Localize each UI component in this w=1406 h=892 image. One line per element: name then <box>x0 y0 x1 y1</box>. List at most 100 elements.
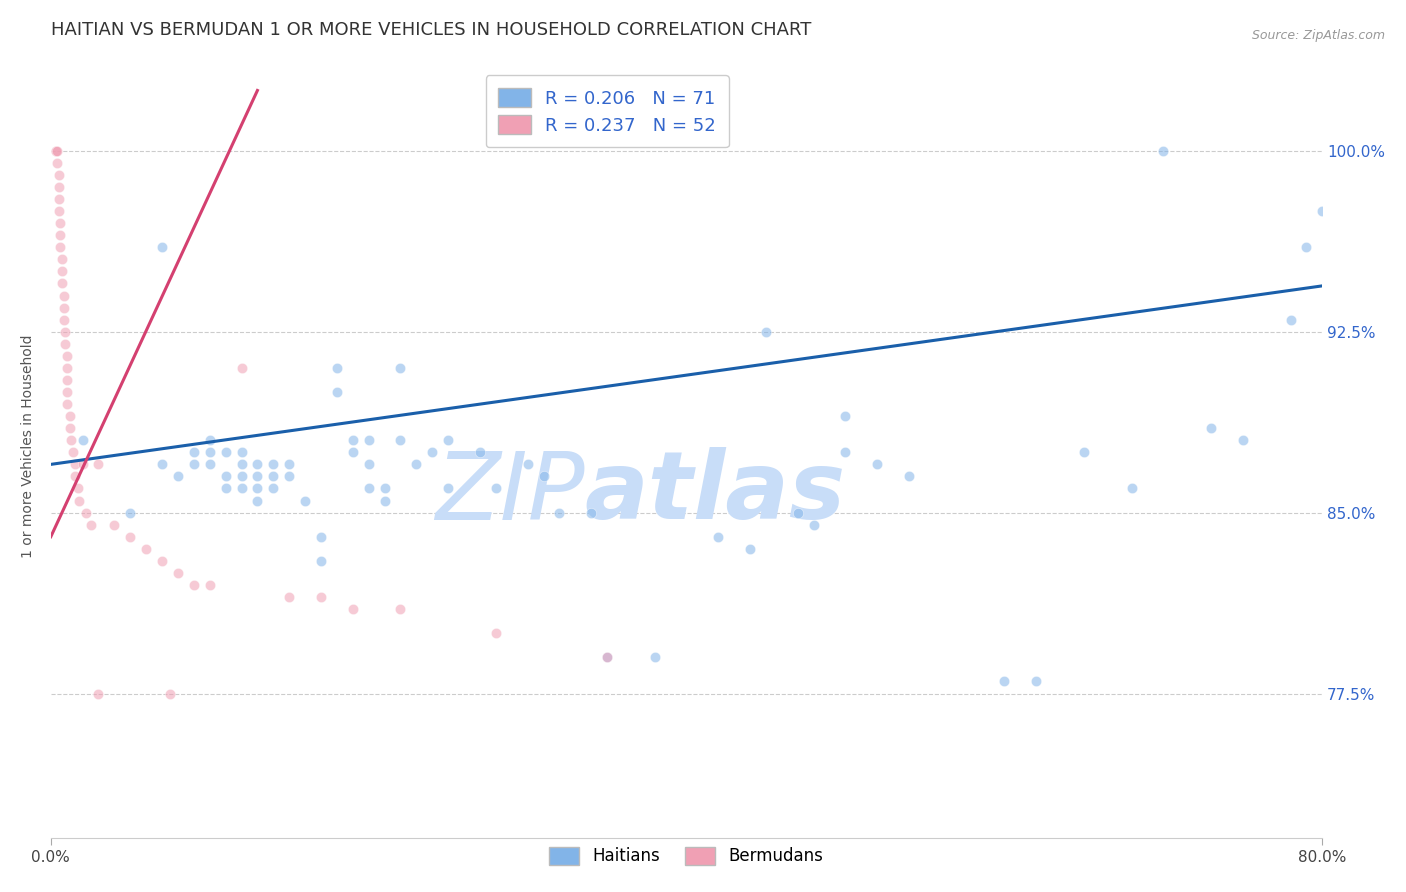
Point <box>866 458 889 472</box>
Point <box>198 434 221 448</box>
Point <box>198 445 221 459</box>
Point <box>1232 434 1254 448</box>
Point <box>437 482 460 496</box>
Point <box>183 458 205 472</box>
Point <box>48 204 70 219</box>
Point <box>120 506 142 520</box>
Point <box>993 674 1015 689</box>
Point <box>167 469 190 483</box>
Point <box>72 458 94 472</box>
Point <box>62 445 84 459</box>
Point <box>437 434 460 448</box>
Point <box>1310 204 1333 219</box>
Point <box>1152 144 1174 158</box>
Point <box>53 336 76 351</box>
Point <box>262 482 284 496</box>
Point <box>786 506 808 520</box>
Point <box>1199 421 1222 435</box>
Point <box>167 566 190 580</box>
Point <box>49 216 72 230</box>
Point <box>66 482 89 496</box>
Point <box>53 325 76 339</box>
Point <box>740 541 762 556</box>
Point <box>67 493 90 508</box>
Point <box>52 288 75 302</box>
Point <box>51 277 73 291</box>
Point <box>87 687 110 701</box>
Point <box>278 590 301 604</box>
Point <box>294 493 316 508</box>
Point <box>278 458 301 472</box>
Point <box>309 590 332 604</box>
Point <box>231 458 253 472</box>
Point <box>72 434 94 448</box>
Point <box>246 469 269 483</box>
Point <box>59 421 82 435</box>
Point <box>579 506 602 520</box>
Point <box>55 349 77 363</box>
Text: atlas: atlas <box>585 447 846 540</box>
Text: Source: ZipAtlas.com: Source: ZipAtlas.com <box>1251 29 1385 42</box>
Y-axis label: 1 or more Vehicles in Household: 1 or more Vehicles in Household <box>21 334 35 558</box>
Point <box>374 493 396 508</box>
Point <box>309 530 332 544</box>
Point <box>51 264 73 278</box>
Point <box>45 144 67 158</box>
Point <box>468 445 491 459</box>
Point <box>150 554 173 568</box>
Point <box>898 469 921 483</box>
Point <box>59 409 82 424</box>
Point <box>55 397 77 411</box>
Point <box>214 469 236 483</box>
Point <box>52 312 75 326</box>
Point <box>75 506 97 520</box>
Point <box>342 602 364 616</box>
Point <box>183 578 205 592</box>
Point <box>120 530 142 544</box>
Point <box>150 458 173 472</box>
Point <box>46 144 69 158</box>
Point <box>485 482 508 496</box>
Point <box>420 445 443 459</box>
Point <box>48 168 70 182</box>
Point <box>55 360 77 375</box>
Point <box>596 650 619 665</box>
Point <box>374 482 396 496</box>
Point <box>533 469 555 483</box>
Point <box>246 482 269 496</box>
Point <box>1279 312 1302 326</box>
Point <box>49 240 72 254</box>
Point <box>214 445 236 459</box>
Point <box>246 458 269 472</box>
Point <box>183 445 205 459</box>
Point <box>485 626 508 640</box>
Point <box>278 469 301 483</box>
Point <box>357 458 380 472</box>
Point <box>135 541 157 556</box>
Point <box>803 517 825 532</box>
Point <box>357 434 380 448</box>
Point <box>63 458 86 472</box>
Point <box>159 687 181 701</box>
Point <box>60 434 83 448</box>
Point <box>198 578 221 592</box>
Point <box>246 493 269 508</box>
Point <box>150 240 173 254</box>
Point <box>326 384 349 399</box>
Point <box>644 650 666 665</box>
Point <box>596 650 619 665</box>
Point <box>389 360 412 375</box>
Point <box>52 301 75 315</box>
Point <box>51 252 73 267</box>
Point <box>55 384 77 399</box>
Point <box>262 458 284 472</box>
Point <box>46 156 69 170</box>
Text: HAITIAN VS BERMUDAN 1 OR MORE VEHICLES IN HOUSEHOLD CORRELATION CHART: HAITIAN VS BERMUDAN 1 OR MORE VEHICLES I… <box>51 21 811 39</box>
Point <box>389 434 412 448</box>
Point <box>342 445 364 459</box>
Point <box>49 228 72 243</box>
Point <box>231 469 253 483</box>
Point <box>342 434 364 448</box>
Point <box>231 360 253 375</box>
Point <box>309 554 332 568</box>
